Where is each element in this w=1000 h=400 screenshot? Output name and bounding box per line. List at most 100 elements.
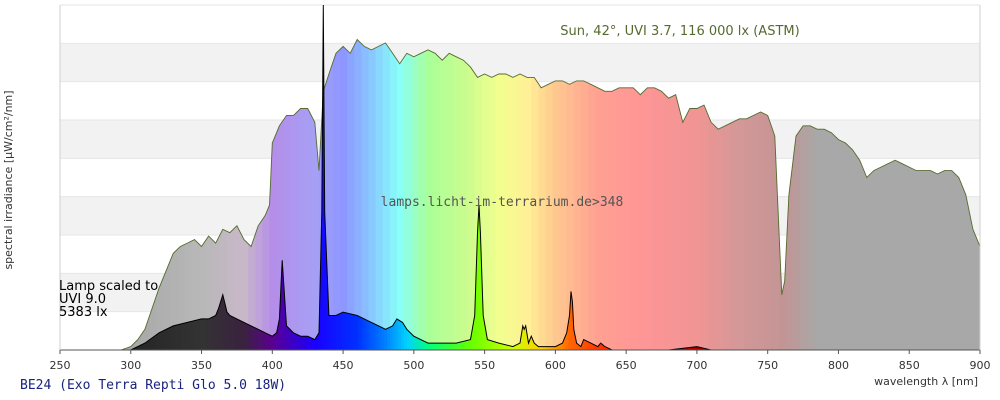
sun-fill-strip bbox=[771, 39, 780, 350]
sun-fill-strip bbox=[403, 39, 412, 350]
x-axis-ticks: 250 300 350 400 450 500 550 600 650 700 750 800 850 9… bbox=[50, 350, 991, 372]
x-tick-label: 850 bbox=[899, 359, 920, 372]
sun-fill-strip bbox=[616, 39, 624, 350]
sun-fill-strip bbox=[304, 39, 313, 350]
sun-fill-strip bbox=[821, 39, 830, 350]
sun-fill-strip bbox=[743, 39, 752, 350]
x-tick-label: 750 bbox=[757, 359, 778, 372]
x-axis-label: wavelength λ [nm] bbox=[874, 375, 978, 388]
sun-fill-strip bbox=[573, 39, 582, 350]
sun-fill-strip bbox=[595, 39, 603, 350]
lamp-title: BE24 (Exo Terra Repti Glo 5.0 18W) bbox=[20, 378, 286, 393]
x-tick-label: 300 bbox=[120, 359, 141, 372]
sun-fill-strip bbox=[531, 39, 539, 350]
sun-fill-strip bbox=[269, 39, 278, 350]
sun-fill-strip bbox=[503, 39, 511, 350]
sun-fill-strip bbox=[920, 39, 929, 350]
sun-fill-strip bbox=[474, 39, 483, 350]
sun-fill-strip bbox=[786, 39, 794, 350]
sun-fill-strip bbox=[375, 39, 384, 350]
sun-fill-strip bbox=[446, 39, 455, 350]
sun-fill-strip bbox=[955, 39, 964, 350]
sun-fill-strip bbox=[701, 39, 709, 350]
sun-fill-strip bbox=[842, 39, 851, 350]
sun-fill-strip bbox=[524, 39, 532, 350]
sun-fill-strip bbox=[418, 39, 426, 350]
lamp-annotation-line-1: Lamp scaled to bbox=[59, 279, 158, 294]
sun-fill-strip bbox=[871, 39, 879, 350]
sun-fill-strip bbox=[708, 39, 716, 350]
sun-fill-strip bbox=[510, 39, 518, 350]
sun-fill-strip bbox=[347, 39, 355, 350]
sun-fill-strip bbox=[885, 39, 893, 350]
sun-fill-strip bbox=[481, 39, 490, 350]
sun-fill-strip bbox=[326, 39, 334, 350]
x-tick-label: 400 bbox=[262, 359, 283, 372]
sun-line-path bbox=[120, 38, 981, 351]
sun-fill-strip bbox=[283, 39, 292, 350]
sun-fill-strip bbox=[941, 39, 950, 350]
lamp-annotation-line-3: 5383 lx bbox=[59, 305, 108, 320]
sun-fill-strip bbox=[609, 39, 617, 350]
sun-fill-strip bbox=[856, 39, 865, 350]
watermark: lamps.licht-im-terrarium.de>348 bbox=[381, 195, 624, 210]
sun-fill-strip bbox=[814, 39, 823, 350]
x-tick-label: 350 bbox=[191, 359, 212, 372]
sun-fill-strip bbox=[290, 39, 299, 350]
sun-fill-strip bbox=[658, 39, 667, 350]
sun-fill-strip bbox=[311, 39, 320, 350]
sun-fill-strip bbox=[580, 39, 589, 350]
sun-fill-strip bbox=[587, 39, 596, 350]
x-tick-label: 700 bbox=[686, 359, 707, 372]
x-tick-label: 500 bbox=[403, 359, 424, 372]
sun-fill-strip bbox=[899, 39, 907, 350]
sun-fill-strip bbox=[396, 39, 405, 350]
sun-fill-strip bbox=[340, 39, 348, 350]
sun-fill-strip bbox=[354, 39, 363, 350]
sun-fill-strip bbox=[729, 39, 738, 350]
x-tick-label: 800 bbox=[828, 359, 849, 372]
sun-fill-strip bbox=[672, 39, 681, 350]
sun-fill-strip bbox=[411, 39, 419, 350]
sun-fill-strip bbox=[495, 39, 504, 350]
sun-fill-strip bbox=[333, 39, 341, 350]
lamp-annotation-line-2: UVI 9.0 bbox=[59, 292, 106, 307]
sun-fill-strip bbox=[559, 39, 568, 350]
sun-fill-strip bbox=[453, 39, 462, 350]
sun-fill-strip bbox=[517, 39, 525, 350]
sun-fill-strip bbox=[913, 39, 922, 350]
sun-fill-strip bbox=[602, 39, 610, 350]
sun-fill-strip bbox=[722, 39, 731, 350]
sun-fill-strip bbox=[736, 39, 745, 350]
sun-fill-strip bbox=[552, 39, 561, 350]
sun-fill-strip bbox=[863, 39, 872, 350]
axes bbox=[59, 5, 981, 351]
lamp-line-path bbox=[123, 4, 980, 351]
sun-fill-strip bbox=[665, 39, 674, 350]
sun-fill-strip bbox=[679, 39, 688, 350]
sun-fill-strip bbox=[389, 39, 398, 350]
sun-fill-strip bbox=[687, 39, 695, 350]
sun-fill-strip bbox=[694, 39, 702, 350]
sun-fill-strip bbox=[425, 39, 433, 350]
sun-fill-strip bbox=[460, 39, 469, 350]
sun-fill-strip bbox=[715, 39, 723, 350]
x-tick-label: 450 bbox=[333, 359, 354, 372]
sun-fill-strip bbox=[630, 39, 639, 350]
sun-fill-strip bbox=[545, 39, 554, 350]
sun-fill-strip bbox=[432, 39, 440, 350]
sun-fill-strip bbox=[361, 39, 370, 350]
sun-fill-strip bbox=[757, 39, 766, 350]
lamp-fill-strip bbox=[321, 5, 326, 350]
sun-fill-strip bbox=[368, 39, 377, 350]
sun-fill-strip bbox=[835, 39, 844, 350]
sun-fill-strip bbox=[382, 39, 391, 350]
sun-fill-strip bbox=[644, 39, 653, 350]
x-tick-label: 900 bbox=[970, 359, 991, 372]
sun-fill-strip bbox=[878, 39, 886, 350]
sun-fill-strip bbox=[906, 39, 915, 350]
x-tick-label: 250 bbox=[50, 359, 71, 372]
sun-fill-strip bbox=[849, 39, 858, 350]
sun-fill-strip bbox=[297, 39, 306, 350]
